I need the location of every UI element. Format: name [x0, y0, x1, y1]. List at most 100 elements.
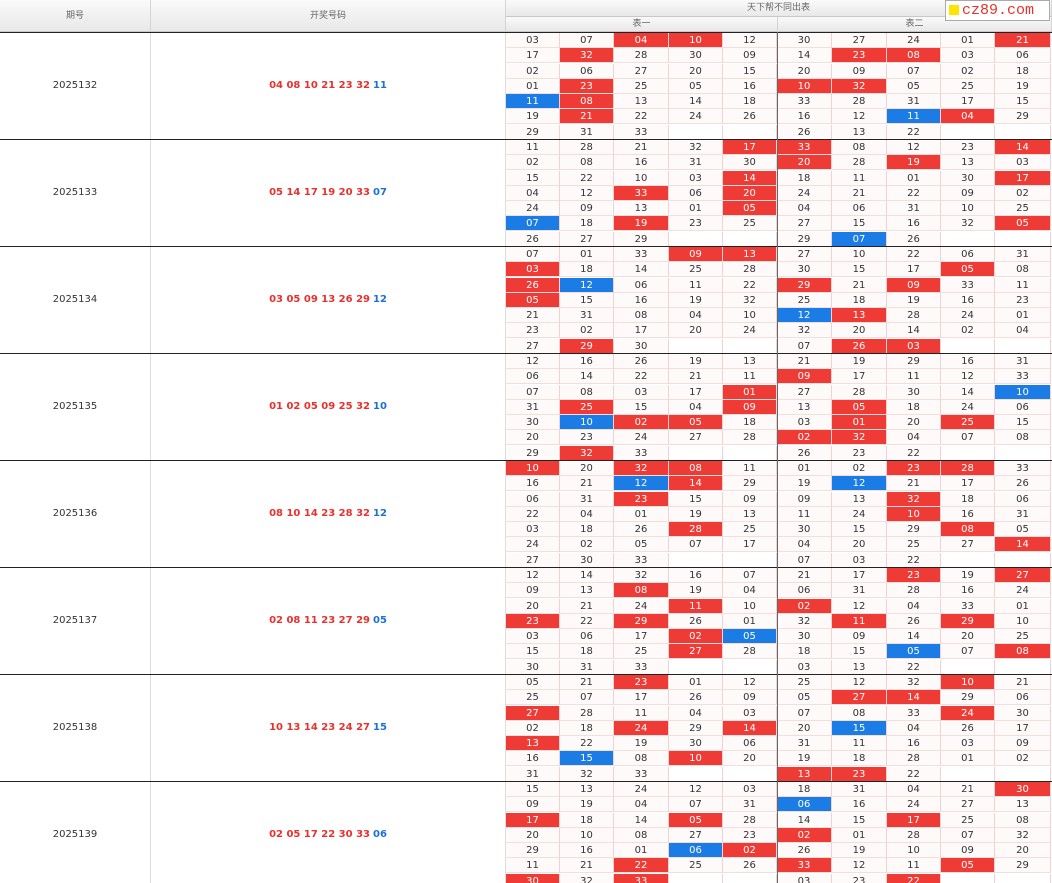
grid-cell: 20	[887, 415, 941, 430]
grid-cell: 04	[887, 782, 941, 797]
grid-cell: 07	[941, 644, 995, 660]
grid-cell: 31	[560, 659, 614, 675]
grid-cell: 18	[887, 399, 941, 415]
grid-cell: 09	[723, 399, 777, 415]
grid-cell: 01	[941, 751, 995, 767]
grid-cell: 33	[614, 185, 669, 201]
grid-cell	[669, 766, 723, 782]
grid-cell: 12	[832, 858, 887, 874]
grid-cell: 33	[777, 858, 832, 874]
grid-cell: 01	[832, 827, 887, 843]
grid-cell: 32	[832, 430, 887, 446]
grid-cell: 10	[995, 613, 1051, 629]
grid-cell: 17	[614, 323, 669, 339]
grid-cell	[669, 338, 723, 354]
grid-cell: 02	[832, 461, 887, 476]
grid-cell: 10	[560, 415, 614, 430]
site-logo[interactable]: cz89.com	[945, 0, 1050, 21]
red-balls: 05 14 17 19 20 33	[269, 187, 370, 198]
grid-cell: 23	[614, 675, 669, 690]
grid-cell: 12	[832, 675, 887, 690]
grid-cell: 31	[995, 354, 1051, 369]
grid-cell: 28	[669, 522, 723, 537]
grid-cell: 13	[832, 308, 887, 323]
grid-cell	[669, 659, 723, 675]
grid-cell: 26	[832, 338, 887, 354]
grid-cell: 23	[560, 78, 614, 94]
grid-cell: 20	[506, 827, 560, 843]
red-balls: 02 05 17 22 30 33	[269, 829, 370, 840]
grid-cell: 26	[941, 720, 995, 736]
winning-numbers: 03 05 09 13 26 29 12	[151, 247, 506, 354]
grid-cell: 32	[614, 568, 669, 583]
grid-cell: 12	[669, 782, 723, 797]
grid-cell: 28	[723, 262, 777, 278]
grid-cell: 11	[506, 858, 560, 874]
grid-cell: 25	[614, 644, 669, 660]
grid-cell: 21	[832, 185, 887, 201]
grid-cell: 19	[777, 476, 832, 492]
grid-cell: 11	[832, 736, 887, 751]
grid-cell	[941, 659, 995, 675]
grid-cell: 10	[887, 506, 941, 522]
grid-cell	[723, 338, 777, 354]
grid-cell: 17	[941, 476, 995, 492]
grid-cell	[995, 338, 1051, 354]
grid-cell: 26	[995, 476, 1051, 492]
grid-cell	[669, 873, 723, 883]
grid-cell: 06	[614, 277, 669, 293]
grid-cell: 07	[669, 537, 723, 553]
grid-cell: 28	[723, 430, 777, 446]
grid-cell: 16	[723, 78, 777, 94]
grid-cell: 04	[669, 308, 723, 323]
grid-cell: 10	[887, 843, 941, 858]
grid-cell: 19	[669, 506, 723, 522]
grid-cell: 33	[941, 598, 995, 614]
header-issue-label: 期号	[65, 11, 84, 21]
grid-cell: 14	[777, 812, 832, 828]
grid-cell: 09	[723, 491, 777, 507]
grid-cell: 21	[941, 782, 995, 797]
grid-cell: 08	[614, 751, 669, 767]
grid-cell: 10	[941, 201, 995, 216]
grid-cell: 01	[832, 415, 887, 430]
grid-cell: 02	[995, 751, 1051, 767]
grid-cell: 12	[723, 675, 777, 690]
grid-cell: 22	[887, 659, 941, 675]
grid-cell: 04	[669, 705, 723, 721]
grid-cell: 22	[887, 124, 941, 140]
grid-cell: 31	[887, 94, 941, 109]
grid-cell: 24	[614, 430, 669, 446]
grid-cell: 16	[614, 292, 669, 308]
grid-cell: 12	[887, 140, 941, 155]
grid-cell: 14	[887, 323, 941, 339]
grid-cell: 11	[995, 277, 1051, 293]
grid-cell: 29	[506, 843, 560, 858]
grid-cell: 16	[832, 797, 887, 813]
grid-cell: 29	[941, 613, 995, 629]
grid-cell: 15	[832, 522, 887, 537]
grid-cell: 01	[995, 598, 1051, 614]
blue-ball: 11	[372, 80, 387, 91]
header-numbers: 开奖号码	[151, 0, 506, 32]
grid-cell: 21	[614, 140, 669, 155]
winning-numbers: 02 05 17 22 30 33 06	[151, 782, 506, 883]
grid-cell: 25	[777, 675, 832, 690]
grid-cell: 17	[723, 140, 777, 155]
grid-cell: 01	[887, 170, 941, 186]
grid-cell: 27	[777, 216, 832, 232]
grid-cell: 29	[614, 231, 669, 247]
grid-cell	[995, 659, 1051, 675]
grid-cell: 12	[560, 185, 614, 201]
winning-numbers: 02 08 11 23 27 29 05	[151, 568, 506, 675]
grid-cell: 29	[560, 338, 614, 354]
grid-cell	[941, 873, 995, 883]
grid-cell: 19	[941, 568, 995, 583]
grid-cell: 17	[614, 629, 669, 644]
grid-cell: 06	[506, 369, 560, 385]
grid-cell: 09	[941, 843, 995, 858]
grid-cell: 30	[887, 384, 941, 400]
grid-cell: 05	[941, 858, 995, 874]
grid-cell: 01	[614, 843, 669, 858]
grid-cell: 25	[723, 522, 777, 537]
